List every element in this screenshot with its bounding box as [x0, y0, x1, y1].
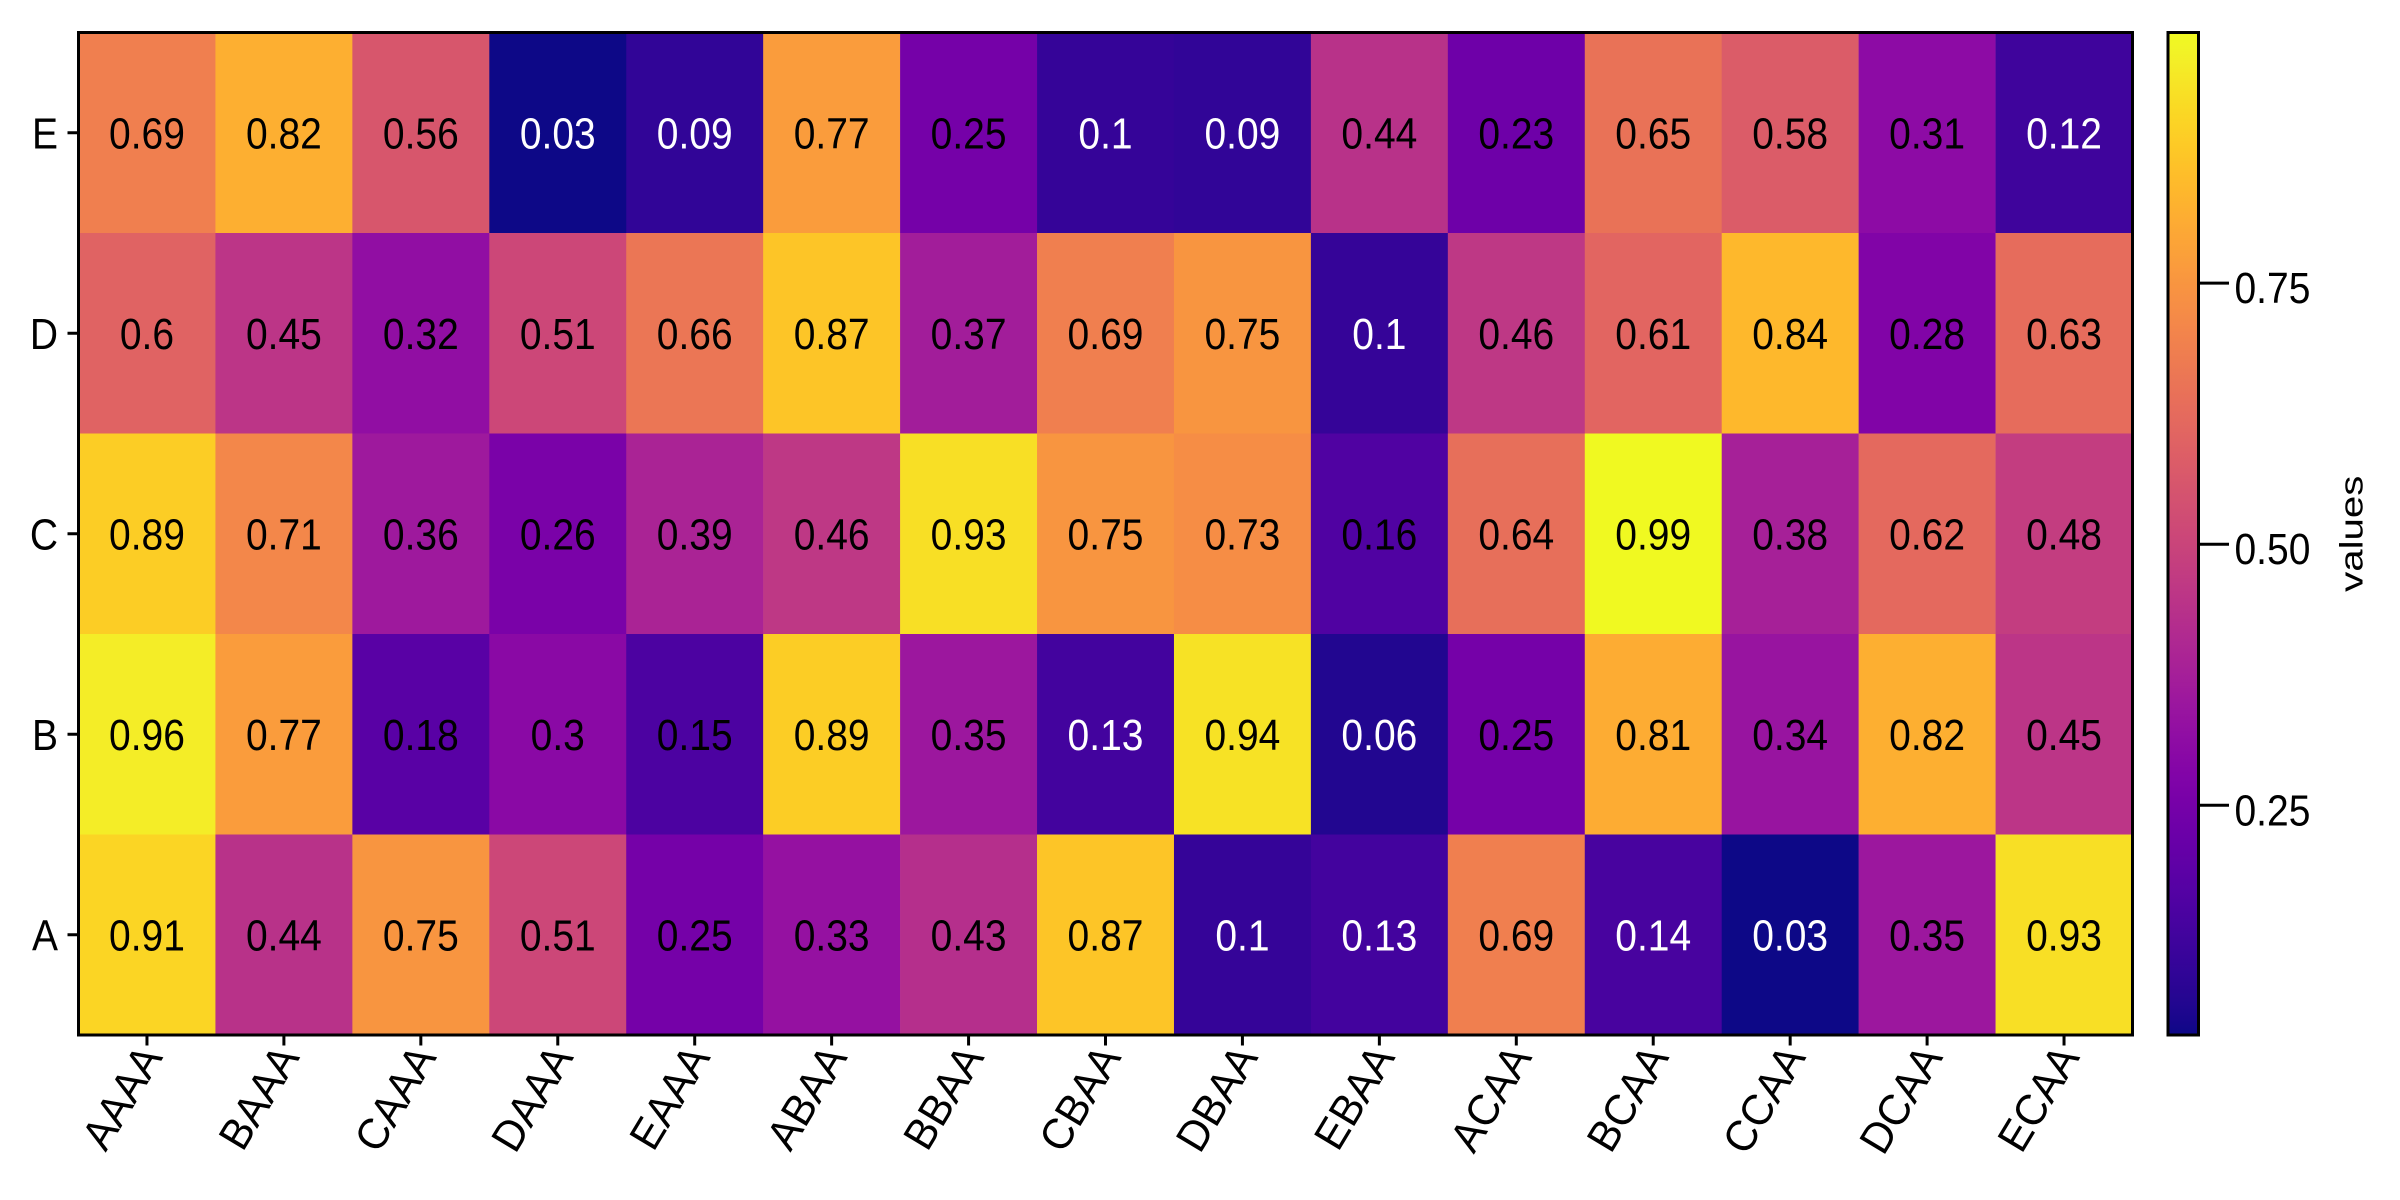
svg-text:0.1: 0.1 [1215, 911, 1269, 959]
svg-text:0.45: 0.45 [246, 310, 322, 358]
svg-text:0.93: 0.93 [2026, 911, 2102, 959]
svg-text:0.84: 0.84 [1752, 310, 1828, 358]
svg-text:0.82: 0.82 [1889, 711, 1965, 759]
svg-text:0.43: 0.43 [931, 911, 1007, 959]
svg-text:B: B [32, 711, 58, 759]
svg-text:0.77: 0.77 [794, 109, 870, 157]
svg-text:0.18: 0.18 [383, 711, 459, 759]
svg-text:0.87: 0.87 [794, 310, 870, 358]
svg-text:0.63: 0.63 [2026, 310, 2102, 358]
svg-text:values: values [2334, 476, 2370, 592]
svg-text:0.96: 0.96 [109, 711, 185, 759]
svg-text:0.75: 0.75 [2235, 264, 2311, 312]
svg-text:0.50: 0.50 [2235, 525, 2311, 573]
svg-text:0.48: 0.48 [2026, 510, 2102, 558]
svg-text:0.93: 0.93 [931, 510, 1007, 558]
svg-text:0.25: 0.25 [2235, 786, 2311, 834]
svg-text:0.46: 0.46 [794, 510, 870, 558]
svg-text:0.26: 0.26 [520, 510, 596, 558]
svg-text:0.09: 0.09 [1204, 109, 1280, 157]
svg-text:0.32: 0.32 [383, 310, 459, 358]
svg-text:0.25: 0.25 [1478, 711, 1554, 759]
svg-text:C: C [30, 510, 58, 558]
svg-text:0.1: 0.1 [1352, 310, 1406, 358]
svg-text:0.23: 0.23 [1478, 109, 1554, 157]
svg-text:0.73: 0.73 [1204, 510, 1280, 558]
svg-text:0.81: 0.81 [1615, 711, 1691, 759]
svg-text:0.3: 0.3 [531, 711, 585, 759]
svg-text:0.82: 0.82 [246, 109, 322, 157]
svg-text:0.65: 0.65 [1615, 109, 1691, 157]
svg-text:0.69: 0.69 [109, 109, 185, 157]
svg-text:0.61: 0.61 [1615, 310, 1691, 358]
svg-text:0.36: 0.36 [383, 510, 459, 558]
svg-text:0.03: 0.03 [520, 109, 596, 157]
svg-text:0.34: 0.34 [1752, 711, 1828, 759]
svg-text:0.51: 0.51 [520, 911, 596, 959]
svg-text:0.38: 0.38 [1752, 510, 1828, 558]
svg-text:0.33: 0.33 [794, 911, 870, 959]
svg-text:0.14: 0.14 [1615, 911, 1691, 959]
svg-text:0.75: 0.75 [383, 911, 459, 959]
svg-text:0.66: 0.66 [657, 310, 733, 358]
svg-text:0.35: 0.35 [1889, 911, 1965, 959]
svg-text:0.56: 0.56 [383, 109, 459, 157]
svg-text:0.39: 0.39 [657, 510, 733, 558]
svg-text:0.13: 0.13 [1068, 711, 1144, 759]
svg-text:0.06: 0.06 [1341, 711, 1417, 759]
svg-text:0.03: 0.03 [1752, 911, 1828, 959]
svg-text:A: A [32, 911, 58, 959]
svg-text:0.45: 0.45 [2026, 711, 2102, 759]
svg-text:0.69: 0.69 [1068, 310, 1144, 358]
svg-text:E: E [32, 109, 58, 157]
svg-text:0.99: 0.99 [1615, 510, 1691, 558]
svg-text:0.13: 0.13 [1341, 911, 1417, 959]
svg-text:0.25: 0.25 [657, 911, 733, 959]
svg-text:0.91: 0.91 [109, 911, 185, 959]
svg-text:0.15: 0.15 [657, 711, 733, 759]
svg-text:0.44: 0.44 [246, 911, 322, 959]
svg-text:0.94: 0.94 [1204, 711, 1280, 759]
svg-text:0.58: 0.58 [1752, 109, 1828, 157]
svg-text:0.1: 0.1 [1078, 109, 1132, 157]
svg-text:0.35: 0.35 [931, 711, 1007, 759]
svg-text:0.09: 0.09 [657, 109, 733, 157]
svg-text:0.71: 0.71 [246, 510, 322, 558]
svg-text:0.75: 0.75 [1068, 510, 1144, 558]
svg-text:0.51: 0.51 [520, 310, 596, 358]
svg-text:0.25: 0.25 [931, 109, 1007, 157]
svg-text:0.12: 0.12 [2026, 109, 2102, 157]
svg-text:0.89: 0.89 [109, 510, 185, 558]
svg-text:0.87: 0.87 [1068, 911, 1144, 959]
svg-text:0.16: 0.16 [1341, 510, 1417, 558]
svg-text:0.62: 0.62 [1889, 510, 1965, 558]
svg-text:0.89: 0.89 [794, 711, 870, 759]
svg-text:0.28: 0.28 [1889, 310, 1965, 358]
svg-text:0.75: 0.75 [1204, 310, 1280, 358]
svg-text:0.46: 0.46 [1478, 310, 1554, 358]
svg-text:0.77: 0.77 [246, 711, 322, 759]
svg-text:D: D [30, 310, 58, 358]
svg-text:0.31: 0.31 [1889, 109, 1965, 157]
svg-text:0.64: 0.64 [1478, 510, 1554, 558]
svg-text:0.6: 0.6 [120, 310, 174, 358]
svg-text:0.44: 0.44 [1341, 109, 1417, 157]
svg-text:0.37: 0.37 [931, 310, 1007, 358]
svg-text:0.69: 0.69 [1478, 911, 1554, 959]
